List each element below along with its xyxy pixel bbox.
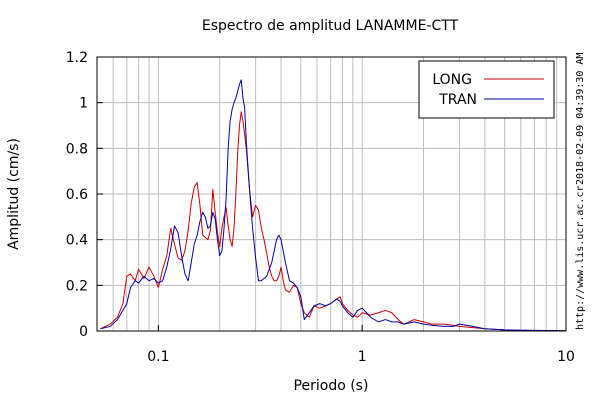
y-tick-label: 0.2 <box>66 278 88 294</box>
legend: LONG TRAN <box>418 60 555 119</box>
y-tick-label: 0.6 <box>66 187 88 203</box>
x-axis-label: Periodo (s) <box>294 378 369 394</box>
y-tick-label: 0 <box>79 324 88 340</box>
x-tick-label: 10 <box>557 349 575 365</box>
x-ticks: 0.1 1 10 <box>147 325 575 365</box>
y-axis-label: Amplitud (cm/s) <box>6 138 22 250</box>
x-tick-label: 1 <box>358 349 367 365</box>
series-layer <box>100 79 567 332</box>
legend-box <box>418 60 555 119</box>
url-text: http://www.lis.ucr.ac.cr <box>575 186 586 331</box>
y-tick-label: 0.8 <box>66 141 88 157</box>
chart-title: Espectro de amplitud LANAMME-CTT <box>202 18 459 34</box>
y-tick-label: 1.2 <box>66 50 88 66</box>
y-tick-label: 1 <box>79 96 88 112</box>
y-tick-label: 0.4 <box>66 233 88 249</box>
legend-label-long: LONG <box>432 72 472 88</box>
series-line-tran <box>100 79 567 332</box>
legend-label-tran: TRAN <box>438 92 477 108</box>
series-line-long <box>100 111 567 332</box>
timestamp-text: 2018-02-09 04:39:30 AM <box>575 53 586 185</box>
y-ticks: 0 0.2 0.4 0.6 0.8 1 1.2 <box>66 50 103 340</box>
x-tick-label: 0.1 <box>147 349 169 365</box>
